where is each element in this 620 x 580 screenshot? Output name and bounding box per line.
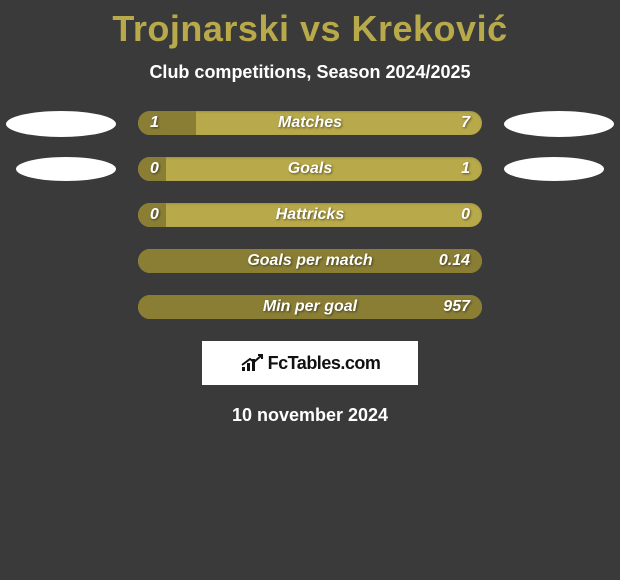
stat-bar: 0Goals1 [138, 157, 482, 181]
stat-label: Matches [138, 111, 482, 135]
stat-label: Goals [138, 157, 482, 181]
stat-label: Hattricks [138, 203, 482, 227]
stat-row: 0Hattricks0 [0, 203, 620, 227]
comparison-card: Trojnarski vs Kreković Club competitions… [0, 0, 620, 426]
stat-row: 0Goals1 [0, 157, 620, 181]
subtitle: Club competitions, Season 2024/2025 [0, 62, 620, 83]
stat-value-right: 1 [461, 157, 470, 181]
stat-value-right: 957 [443, 295, 470, 319]
stat-label: Min per goal [138, 295, 482, 319]
stat-row: Goals per match0.14 [0, 249, 620, 273]
logo-text: FcTables.com [268, 353, 381, 374]
stat-row: 1Matches7 [0, 111, 620, 135]
stat-bar: Min per goal957 [138, 295, 482, 319]
stat-row: Min per goal957 [0, 295, 620, 319]
stat-value-right: 0 [461, 203, 470, 227]
bar-chart-arrow-icon [240, 353, 264, 373]
logo-inner: FcTables.com [240, 353, 381, 374]
date-label: 10 november 2024 [0, 405, 620, 426]
stat-bar: 0Hattricks0 [138, 203, 482, 227]
logo-box[interactable]: FcTables.com [202, 341, 418, 385]
stat-value-right: 0.14 [439, 249, 470, 273]
stats-area: 1Matches70Goals10Hattricks0Goals per mat… [0, 111, 620, 319]
page-title: Trojnarski vs Kreković [0, 8, 620, 50]
stat-value-right: 7 [461, 111, 470, 135]
stat-label: Goals per match [138, 249, 482, 273]
stat-bar: Goals per match0.14 [138, 249, 482, 273]
stat-bar: 1Matches7 [138, 111, 482, 135]
